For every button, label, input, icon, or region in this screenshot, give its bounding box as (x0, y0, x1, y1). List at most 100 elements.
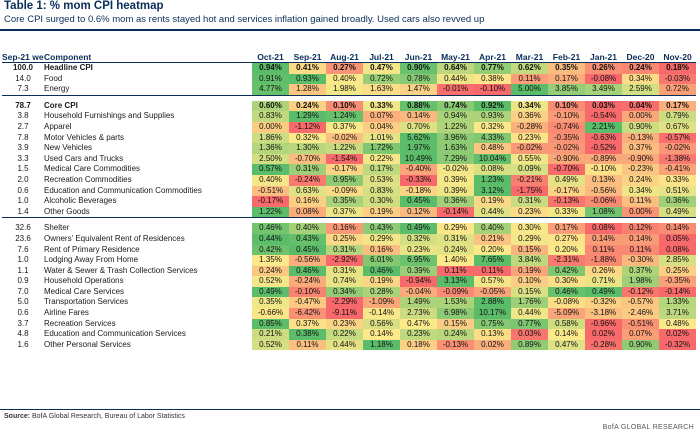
value-cell: 0.74% (326, 276, 363, 287)
value-cell: 0.27% (326, 62, 363, 74)
month-header: Jul-21 (363, 36, 400, 63)
value-cell: 0.34% (622, 185, 659, 197)
component-cell: Used Cars and Trucks (44, 153, 124, 163)
value-cell: 0.02% (659, 329, 696, 340)
value-cell: -0.17% (548, 185, 585, 197)
value-cell: -0.10% (548, 111, 585, 122)
table-row: 7.3 Energy 4.77% 1.28% 1.98% 1.63% 1.47% -0.01%… (2, 84, 696, 96)
value-cell: -0.02% (326, 132, 363, 144)
value-cell: 0.19% (363, 206, 400, 219)
value-cell: -2.46% (622, 308, 659, 319)
value-cell: 0.22% (363, 153, 400, 165)
component-cell: Rent of Primary Residence (44, 244, 140, 254)
value-cell: 0.13% (474, 329, 511, 340)
value-cell: 1.76% (511, 297, 548, 309)
value-cell: 0.23% (326, 318, 363, 330)
value-cell: 10.49% (400, 153, 437, 165)
value-cell: -0.09% (437, 286, 474, 298)
value-cell: 6.98% (437, 308, 474, 319)
value-cell: -6.42% (289, 308, 326, 319)
value-cell: 2.88% (474, 297, 511, 309)
value-cell: 2.50% (252, 153, 289, 165)
value-cell: 0.58% (548, 318, 585, 330)
cpi-heatmap-table: Sep-21 weight Component Oct-21Sep-21Aug-… (2, 36, 696, 351)
header-row: Sep-21 weight Component Oct-21Sep-21Aug-… (2, 36, 696, 63)
weight-cell: 0.6 (17, 185, 29, 195)
table-row: 100.0 Headline CPI 0.94% 0.41% 0.27% 0.47% 0.9… (2, 62, 696, 74)
value-cell: -0.18% (400, 185, 437, 197)
value-cell: -0.10% (289, 286, 326, 298)
value-cell: 1.86% (252, 132, 289, 144)
table-row: 2.0 Recreation Commodities 0.40% -0.24% 0.95… (2, 174, 696, 186)
value-cell: -0.56% (289, 255, 326, 266)
value-cell: 0.23% (511, 206, 548, 219)
value-cell: 0.46% (289, 265, 326, 277)
value-cell: 0.45% (289, 244, 326, 256)
month-header: Jan-21 (585, 36, 622, 63)
value-cell: 0.08% (474, 164, 511, 175)
component-cell: New Vehicles (44, 143, 93, 153)
component-cell: Alcoholic Beverages (44, 196, 117, 206)
value-cell: 0.72% (363, 73, 400, 85)
component-cell: Medical Care Services (44, 286, 125, 296)
table-row: 1.1 Water & Sewer & Trash Collection Serv… (2, 265, 696, 277)
value-cell: 7.29% (437, 153, 474, 165)
weight-cell: 1.4 (2, 206, 44, 219)
value-cell: 1.72% (363, 143, 400, 154)
value-cell: 0.34% (622, 73, 659, 85)
component-cell: Other Personal Services (44, 339, 131, 349)
weight-cell: 3.9 (17, 143, 29, 153)
component-cell: Food (44, 73, 63, 83)
value-cell: 0.40% (289, 223, 326, 234)
weight-cell: 0.6 (17, 308, 29, 318)
value-cell: 0.93% (474, 111, 511, 122)
value-cell: -0.32% (585, 297, 622, 309)
value-cell: 0.27% (548, 233, 585, 245)
value-cell: 0.14% (400, 111, 437, 122)
table-title: Table 1: % mom CPI heatmap (4, 0, 164, 12)
value-cell: 0.07% (622, 329, 659, 340)
value-cell: 0.37% (326, 206, 363, 219)
value-cell: 0.26% (585, 62, 622, 74)
component-cell: Education and Communication Services (44, 329, 186, 339)
weight-cell: 7.3 (2, 84, 44, 96)
value-cell: -0.24% (289, 276, 326, 287)
value-cell: 0.07% (363, 111, 400, 122)
value-cell: 3.12% (474, 185, 511, 197)
value-cell: 2.85% (659, 255, 696, 266)
value-cell: 0.23% (511, 132, 548, 144)
table-row: 1.0 Alcoholic Beverages -0.17% 0.16% 0.35% 0.… (2, 196, 696, 207)
component-cell: Household Operations (44, 276, 124, 286)
value-cell: 0.37% (622, 265, 659, 277)
table-row: 3.9 New Vehicles 1.36% 1.30% 1.22% 1.72% 1.97%… (2, 143, 696, 154)
component-cell: Energy (44, 84, 252, 96)
value-cell: 1.29% (289, 111, 326, 122)
value-cell: -0.24% (289, 174, 326, 186)
value-cell: 0.48% (474, 143, 511, 154)
value-cell: -3.18% (585, 308, 622, 319)
value-cell: -2.31% (548, 255, 585, 266)
component-cell: Water & Sewer & Trash Collection Service… (44, 265, 198, 275)
value-cell: -0.52% (585, 143, 622, 154)
value-cell: 0.08% (585, 223, 622, 234)
value-cell: 0.67% (659, 121, 696, 133)
value-cell: -0.51% (252, 185, 289, 197)
value-cell: 0.29% (363, 233, 400, 245)
value-cell: 0.29% (511, 233, 548, 245)
value-cell: 0.31% (326, 265, 363, 277)
component-cell: Lodging Away From Home (44, 255, 139, 265)
value-cell: -0.51% (622, 318, 659, 330)
value-cell: 1.22% (326, 143, 363, 154)
value-cell: 0.83% (363, 185, 400, 197)
value-cell: 0.39% (437, 174, 474, 186)
value-cell: 0.33% (548, 206, 585, 219)
value-cell: -0.40% (400, 164, 437, 175)
value-cell: 0.29% (437, 223, 474, 234)
value-cell: -0.13% (622, 132, 659, 144)
value-cell: 1.22% (437, 121, 474, 133)
component-cell: Recreation Commodities (44, 174, 132, 184)
value-cell: 0.31% (437, 233, 474, 245)
weight-cell: 3.8 (17, 111, 29, 121)
value-cell: 0.43% (363, 223, 400, 234)
component-cell: Recreation Services (44, 318, 116, 328)
